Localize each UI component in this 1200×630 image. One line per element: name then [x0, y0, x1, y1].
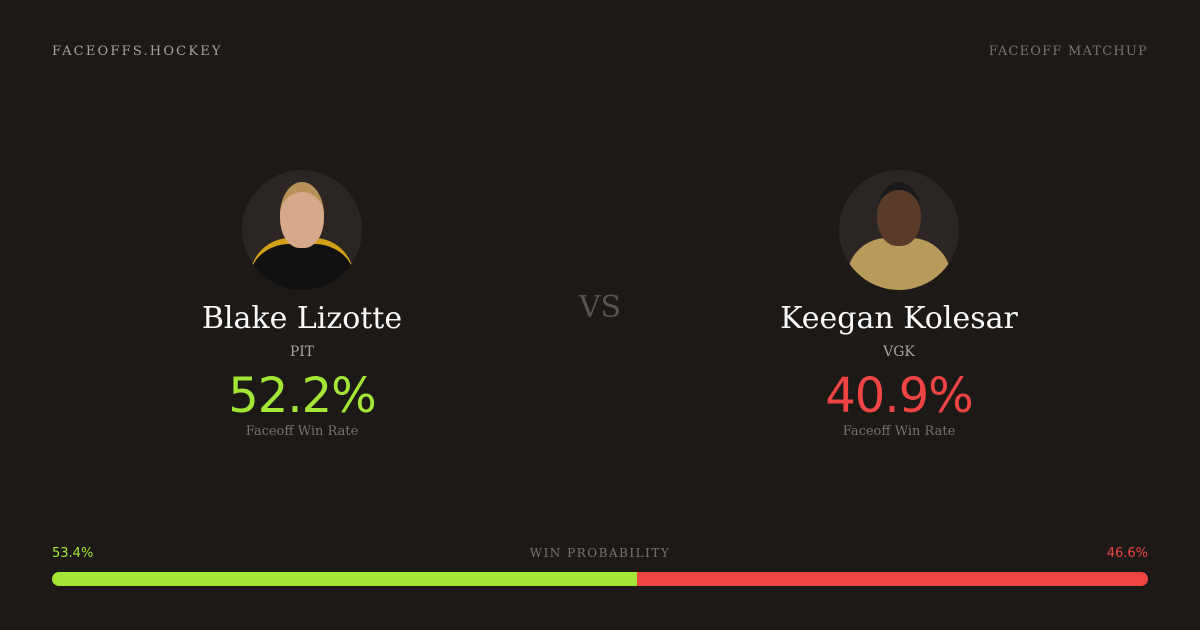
vs-label: VS — [578, 290, 622, 325]
player-avatar — [839, 170, 959, 290]
win-probability-bar-right — [637, 572, 1148, 586]
faceoff-rate-label: Faceoff Win Rate — [245, 424, 359, 439]
player-team: PIT — [289, 344, 315, 360]
page-tag: FACEOFF MATCHUP — [988, 44, 1148, 59]
faceoff-rate: 52.2% — [228, 368, 376, 424]
win-probability-title: WIN PROBABILITY — [529, 546, 671, 560]
win-probability-bar — [52, 572, 1148, 586]
win-probability-right: 46.6% — [1106, 546, 1148, 561]
win-probability-left: 53.4% — [52, 546, 94, 561]
player-card-left: Blake Lizotte PIT 52.2% Faceoff Win Rate — [102, 170, 502, 439]
player-name: Keegan Kolesar — [780, 301, 1018, 336]
player-card-right: Keegan Kolesar VGK 40.9% Faceoff Win Rat… — [699, 170, 1099, 439]
win-probability-bar-left — [52, 572, 638, 586]
player-name: Blake Lizotte — [201, 301, 403, 336]
brand-logo-text: FACEOFFS.HOCKEY — [52, 44, 223, 59]
player-team: VGK — [883, 344, 915, 360]
player-avatar — [242, 170, 362, 290]
faceoff-rate-label: Faceoff Win Rate — [842, 424, 956, 439]
faceoff-rate: 40.9% — [825, 368, 973, 424]
